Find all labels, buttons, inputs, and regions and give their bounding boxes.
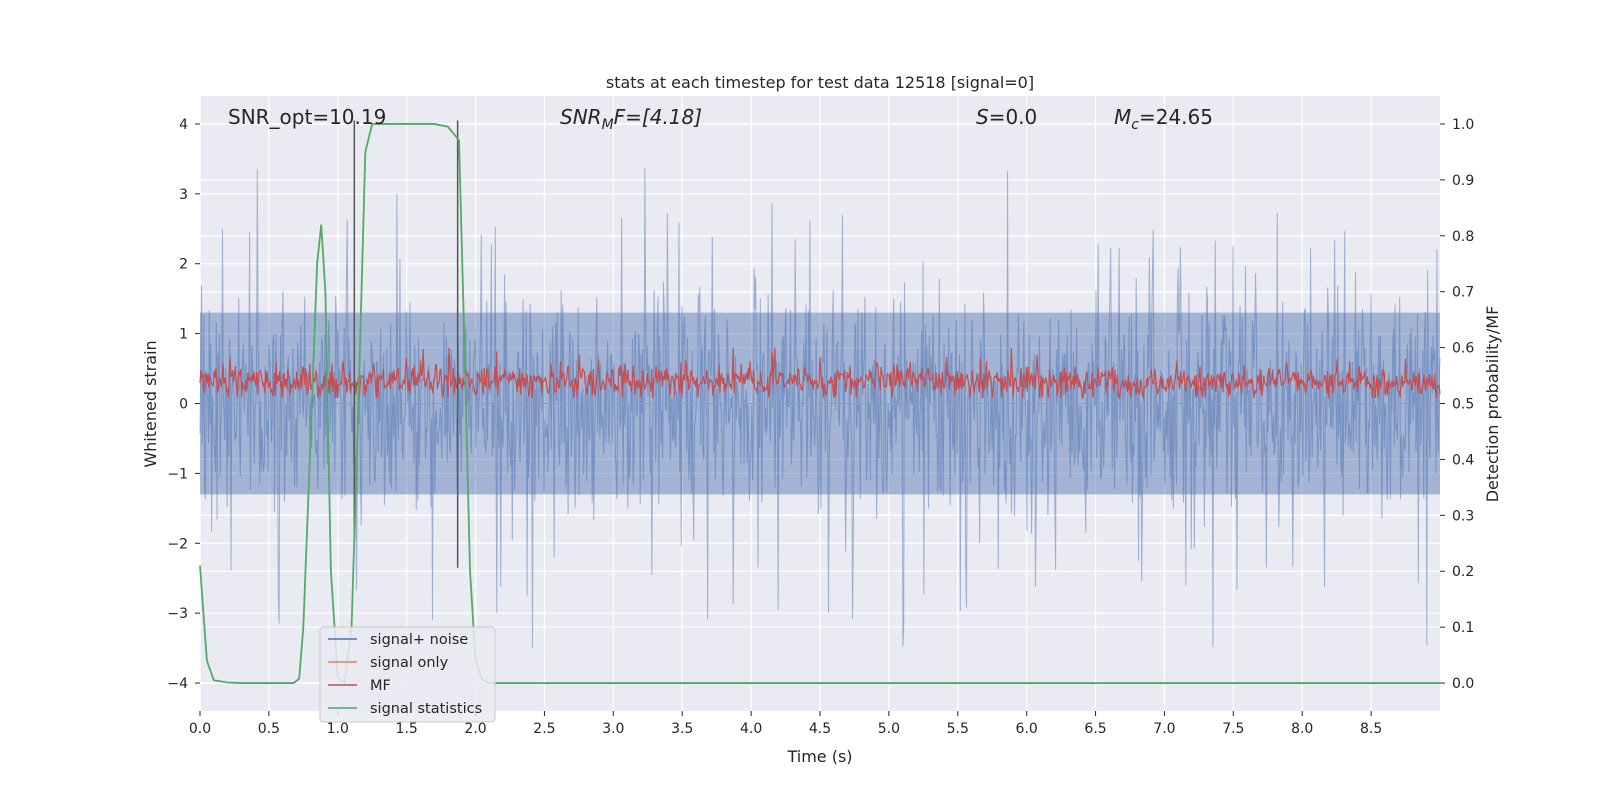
legend-item-mf: MF xyxy=(328,678,391,694)
legend-item-signal-noise: signal+ noise xyxy=(328,632,468,648)
x-tick-label-6: 3.0 xyxy=(602,721,624,737)
x-tick-label-4: 2.0 xyxy=(464,721,486,737)
y-left-tick-label-0: −4 xyxy=(167,676,188,692)
y-left-tick-label-1: −3 xyxy=(167,606,188,622)
annotation-mc: Mc=24.65 xyxy=(1114,105,1213,133)
x-axis-ticks: 0.0 0.5 1.0 1.5 2.0 2.5 3.0 3.5 4.0 4.5 5.0 5.5 6.0 6… xyxy=(189,711,1382,737)
vertical-markers xyxy=(353,120,459,568)
y-right-tick-label-8: 0.8 xyxy=(1452,229,1474,245)
legend-label-mf: MF xyxy=(370,678,391,694)
x-tick-label-17: 8.5 xyxy=(1360,721,1382,737)
annotation-s: S=0.0 xyxy=(976,105,1037,129)
x-tick-label-0: 0.0 xyxy=(189,721,211,737)
y-right-tick-label-9: 0.9 xyxy=(1452,173,1474,189)
legend-label-signal-only: signal only xyxy=(370,655,449,671)
y-right-tick-label-7: 0.7 xyxy=(1452,285,1474,301)
y-right-tick-label-10: 1.0 xyxy=(1452,117,1474,133)
x-tick-label-1: 0.5 xyxy=(258,721,280,737)
x-tick-label-2: 1.0 xyxy=(327,721,349,737)
x-tick-label-15: 7.5 xyxy=(1222,721,1244,737)
x-tick-label-16: 8.0 xyxy=(1291,721,1313,737)
x-tick-label-8: 4.0 xyxy=(740,721,762,737)
y-left-tick-label-7: 3 xyxy=(179,187,188,203)
y-axis-left-label: Whitened strain xyxy=(141,340,160,467)
x-tick-label-7: 3.5 xyxy=(671,721,693,737)
x-tick-label-13: 6.5 xyxy=(1084,721,1106,737)
x-tick-label-5: 2.5 xyxy=(533,721,555,737)
annotation-snr-mf: SNRMF=[4.18] xyxy=(560,105,702,133)
y-right-tick-label-5: 0.5 xyxy=(1452,397,1474,413)
y-left-tick-label-8: 4 xyxy=(179,117,188,133)
mf-band xyxy=(199,347,1441,400)
signal-statistics xyxy=(199,123,1440,685)
y-right-tick-label-6: 0.6 xyxy=(1452,341,1474,357)
y-left-tick-label-6: 2 xyxy=(179,257,188,273)
y-axis-right-label: Detection probability/MF xyxy=(1483,306,1502,503)
x-tick-label-9: 4.5 xyxy=(809,721,831,737)
x-axis-label: Time (s) xyxy=(786,747,852,766)
y-axis-right-ticks: 0.0 0.1 0.2 0.3 0.4 0.5 0.6 0.7 0.8 0.9 1.0 xyxy=(1440,117,1474,692)
legend-box xyxy=(319,626,496,723)
y-right-tick-label-0: 0.0 xyxy=(1452,676,1474,692)
x-tick-label-12: 6.0 xyxy=(1016,721,1038,737)
legend-item-signal-only: signal only xyxy=(328,655,449,671)
mf-line xyxy=(199,347,1441,400)
y-right-tick-label-1: 0.1 xyxy=(1452,620,1474,636)
x-tick-label-14: 7.0 xyxy=(1153,721,1175,737)
legend-label-signal-statistics: signal statistics xyxy=(370,701,482,717)
y-left-tick-label-5: 1 xyxy=(179,327,188,343)
x-tick-label-11: 5.5 xyxy=(947,721,969,737)
y-axis-left-ticks: −4 −3 −2 −1 0 1 2 3 4 xyxy=(167,117,200,692)
y-right-tick-label-4: 0.4 xyxy=(1452,452,1474,468)
y-right-tick-label-2: 0.2 xyxy=(1452,564,1474,580)
y-right-tick-label-3: 0.3 xyxy=(1452,508,1474,524)
chart-title: stats at each timestep for test data 125… xyxy=(606,73,1034,92)
x-tick-label-10: 5.0 xyxy=(878,721,900,737)
y-left-tick-label-2: −2 xyxy=(167,536,188,552)
y-left-tick-label-4: 0 xyxy=(179,397,188,413)
x-tick-label-3: 1.5 xyxy=(396,721,418,737)
signal-noise-line xyxy=(199,168,1441,648)
legend-item-signal-statistics: signal statistics xyxy=(328,701,482,717)
legend-label-signal-noise: signal+ noise xyxy=(370,632,468,648)
signal-statistics-line xyxy=(199,123,1440,685)
legend: signal+ noise signal only MF signal stat… xyxy=(319,626,496,723)
y-left-tick-label-3: −1 xyxy=(167,466,188,482)
annotation-snr-opt: SNR_opt=10.19 xyxy=(228,105,386,129)
